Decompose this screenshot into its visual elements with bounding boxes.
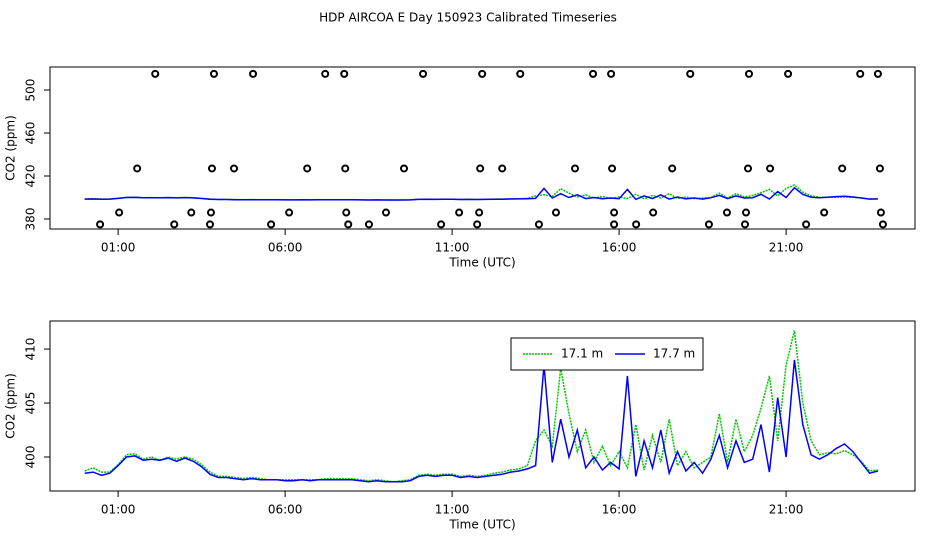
x-tick-label: 16:00	[602, 241, 637, 255]
data-point	[455, 208, 464, 217]
data-line	[84, 184, 878, 201]
legend-box	[510, 337, 704, 371]
data-point	[267, 220, 276, 229]
data-point	[400, 164, 409, 173]
data-point	[476, 164, 485, 173]
x-tick-label: 06:00	[268, 241, 303, 255]
data-point	[610, 208, 619, 217]
data-point	[340, 69, 349, 78]
data-point	[475, 208, 484, 217]
data-point	[876, 208, 885, 217]
data-point	[704, 220, 713, 229]
data-point	[838, 164, 847, 173]
data-point	[516, 69, 525, 78]
data-point	[321, 69, 330, 78]
data-point	[381, 208, 390, 217]
data-point	[534, 220, 543, 229]
data-point	[437, 220, 446, 229]
data-point	[649, 208, 658, 217]
data-point	[341, 164, 350, 173]
legend-label: 17.1 m	[561, 347, 603, 361]
data-point	[187, 208, 196, 217]
data-point	[473, 220, 482, 229]
data-point	[96, 220, 105, 229]
data-point	[610, 220, 619, 229]
data-point	[205, 220, 214, 229]
x-tick-label: 11:00	[435, 241, 470, 255]
data-point	[742, 208, 751, 217]
data-line	[84, 330, 878, 483]
data-point	[668, 164, 677, 173]
data-point	[170, 220, 179, 229]
data-point	[364, 220, 373, 229]
data-point	[820, 208, 829, 217]
data-point	[856, 69, 865, 78]
data-point	[230, 164, 239, 173]
x-axis-label: Time (UTC)	[448, 256, 515, 270]
data-point	[551, 208, 560, 217]
data-line	[84, 186, 878, 201]
y-tick-label: 420	[24, 165, 38, 188]
data-point	[478, 69, 487, 78]
y-tick-label: 410	[24, 338, 38, 361]
data-point	[589, 69, 598, 78]
x-tick-label: 11:00	[435, 503, 470, 517]
data-point	[607, 69, 616, 78]
data-point	[344, 220, 353, 229]
data-line	[84, 359, 879, 483]
plot-frame	[49, 320, 916, 492]
plot-frame	[49, 66, 916, 230]
x-axis-label: Time (UTC)	[448, 518, 515, 532]
data-point	[206, 208, 215, 217]
data-point	[741, 220, 750, 229]
data-point	[285, 208, 294, 217]
data-point	[766, 164, 775, 173]
y-tick-label: 500	[24, 79, 38, 102]
data-point	[498, 164, 507, 173]
x-tick-label: 16:00	[602, 503, 637, 517]
data-point	[802, 220, 811, 229]
data-point	[784, 69, 793, 78]
data-point	[722, 208, 731, 217]
y-axis-label: CO2 (ppm)	[4, 115, 18, 181]
data-point	[209, 69, 218, 78]
data-point	[133, 164, 142, 173]
data-point	[342, 208, 351, 217]
data-point	[744, 164, 753, 173]
data-point	[745, 69, 754, 78]
y-tick-label: 400	[24, 446, 38, 469]
data-point	[207, 164, 216, 173]
x-tick-label: 21:00	[769, 503, 804, 517]
x-tick-label: 01:00	[101, 503, 136, 517]
data-point	[686, 69, 695, 78]
data-point	[303, 164, 312, 173]
data-point	[632, 220, 641, 229]
chart-title: HDP AIRCOA E Day 150923 Calibrated Times…	[319, 11, 617, 25]
data-point	[419, 69, 428, 78]
data-point	[151, 69, 160, 78]
y-axis-label: CO2 (ppm)	[4, 373, 18, 439]
data-point	[878, 220, 887, 229]
data-point	[249, 69, 258, 78]
y-tick-label: 380	[24, 208, 38, 231]
y-tick-label: 460	[24, 122, 38, 145]
data-point	[873, 69, 882, 78]
x-tick-label: 01:00	[101, 241, 136, 255]
x-tick-label: 06:00	[268, 503, 303, 517]
data-point	[115, 208, 124, 217]
y-tick-label: 405	[24, 392, 38, 415]
legend-label: 17.7 m	[653, 347, 695, 361]
data-point	[608, 164, 617, 173]
data-point	[875, 164, 884, 173]
x-tick-label: 21:00	[769, 241, 804, 255]
data-point	[571, 164, 580, 173]
